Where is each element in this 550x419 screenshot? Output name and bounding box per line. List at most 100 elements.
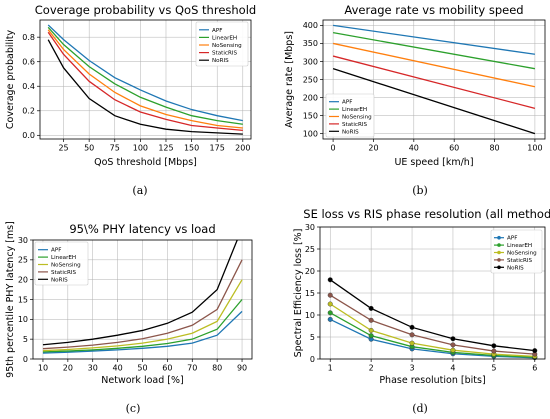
y-axis-label: Coverage probability [5, 30, 16, 130]
legend-entry: StaticRIS [342, 122, 368, 128]
legend-marker [497, 243, 501, 247]
chart-title: Coverage probability vs QoS threshold [35, 3, 256, 17]
x-tick-label: 2 [369, 364, 374, 373]
x-tick-label: 50 [84, 144, 94, 153]
panel-caption: (d) [412, 402, 428, 415]
x-tick-label: 100 [527, 144, 542, 153]
legend-entry: StaticRIS [51, 270, 77, 276]
legend-box [490, 229, 543, 274]
y-tick-label: 0 [310, 355, 315, 364]
series-line-noris [329, 279, 535, 352]
y-tick-label: 250 [303, 75, 318, 84]
x-tick-label: 125 [158, 144, 173, 153]
legend-entry: NoSensing [212, 43, 242, 49]
legend-marker [497, 258, 501, 262]
y-tick-label: 10 [305, 311, 315, 320]
x-tick-label: 40 [113, 364, 123, 373]
y-tick-label: 0.6 [22, 58, 35, 67]
data-point-apf [327, 316, 333, 322]
y-tick-label: 15 [305, 289, 315, 298]
chart-panel-2: 0 20 40 60 80 100 100 150 200 250 300 350 400 Average… [284, 3, 546, 197]
data-point-staticris [450, 342, 456, 348]
y-tick-label: 25 [18, 256, 28, 265]
data-point-lineareh [368, 333, 374, 339]
x-tick-label: 60 [449, 144, 459, 153]
x-tick-label: 40 [409, 144, 419, 153]
legend-entry: APF [507, 236, 517, 242]
plot-frame [39, 19, 252, 140]
y-tick-label: 0.2 [22, 107, 35, 116]
y-axis-label: Spectral Efficiency loss [%] [293, 229, 304, 358]
chart-title: Average rate vs mobility speed [344, 3, 523, 17]
x-tick-label: 4 [450, 364, 455, 373]
x-tick-label: 100 [133, 144, 148, 153]
series-line-noris [332, 68, 536, 135]
data-point-noris [491, 343, 497, 349]
y-tick-label: 100 [303, 129, 318, 138]
legend-box [325, 93, 375, 138]
data-point-noris [327, 277, 333, 283]
data-point-nosensing [409, 340, 415, 346]
y-tick-label: 20 [305, 267, 315, 276]
series-line-noris [47, 39, 243, 135]
legend-entry: LinearEH [342, 107, 367, 113]
x-tick-label: 0 [331, 144, 336, 153]
x-tick-label: 200 [235, 144, 250, 153]
x-tick-label: 80 [489, 144, 499, 153]
y-tick-label: 30 [305, 223, 315, 232]
x-tick-label: 90 [237, 364, 247, 373]
y-tick-label: 20 [18, 275, 28, 284]
series-line-lineareh [42, 299, 243, 353]
data-point-staticris [409, 332, 415, 338]
series-line-lineareh [47, 26, 243, 125]
legend-entry: LinearEH [51, 255, 76, 261]
data-point-nosensing [327, 301, 333, 307]
data-point-lineareh [327, 310, 333, 316]
data-point-noris [450, 336, 456, 342]
y-tick-label: 300 [303, 57, 318, 66]
series-line-staticris [47, 31, 243, 132]
y-tick-label: 0 [23, 355, 28, 364]
series-line-apf [47, 24, 243, 122]
series-line-apf [329, 318, 535, 359]
y-tick-label: 25 [305, 245, 315, 254]
x-tick-label: 20 [368, 144, 378, 153]
legend-box [195, 21, 249, 67]
x-axis-label: UE speed [km/h] [394, 157, 473, 168]
y-tick-label: 10 [18, 315, 28, 324]
data-point-nosensing [450, 347, 456, 353]
x-tick-label: 175 [210, 144, 225, 153]
legend-entry: NoSensing [51, 263, 81, 269]
legend-entry: APF [51, 248, 61, 254]
y-tick-label: 15 [18, 295, 28, 304]
panel-caption: (c) [126, 402, 141, 415]
x-tick-label: 30 [88, 364, 98, 373]
legend-entry: StaticRIS [507, 258, 533, 264]
data-point-noris [409, 324, 415, 330]
y-tick-label: 30 [18, 236, 28, 245]
x-axis-label: QoS threshold [Mbps] [94, 157, 197, 168]
data-point-noris [368, 305, 374, 311]
x-tick-label: 1 [328, 364, 333, 373]
series-line-noris [42, 240, 238, 346]
series-line-staticris [329, 294, 535, 355]
data-point-staticris [368, 317, 374, 323]
chart-panel-3: 10 20 30 40 50 60 70 80 90 0 5 10 15 20 25 30 95\% PHY l… [5, 221, 253, 415]
x-tick-label: 75 [110, 144, 120, 153]
legend-entry: NoSensing [342, 115, 372, 121]
data-point-nosensing [368, 327, 374, 333]
legend-entry: NoRIS [507, 265, 524, 271]
y-tick-label: 5 [23, 335, 28, 344]
legend-entry: LinearEH [212, 35, 237, 41]
x-tick-label: 10 [38, 364, 48, 373]
legend-entry: NoRIS [342, 129, 359, 135]
series-line-apf [42, 310, 243, 354]
x-tick-label: 80 [212, 364, 222, 373]
y-axis-label: 95th percentile PHY latency [ms] [5, 221, 16, 378]
legend-box [34, 241, 89, 286]
